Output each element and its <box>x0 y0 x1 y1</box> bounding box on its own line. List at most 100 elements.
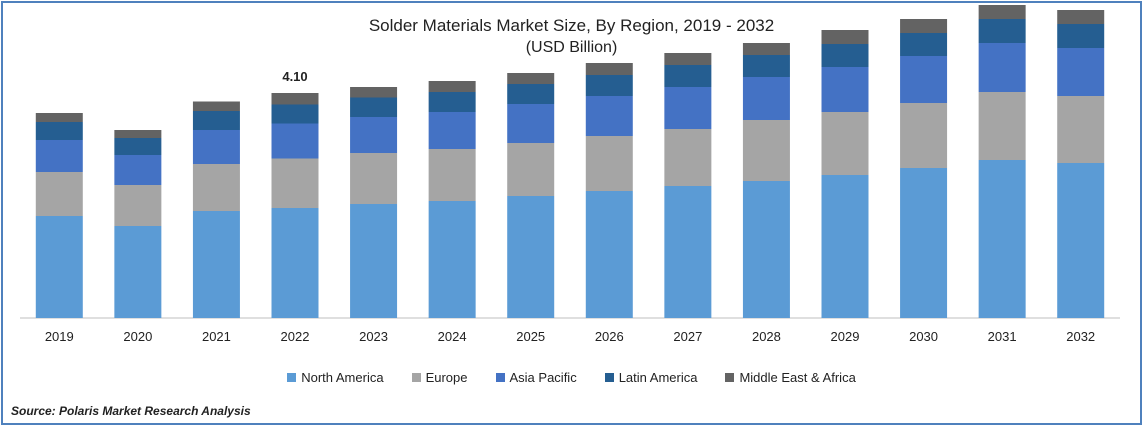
bar-segment <box>428 81 476 92</box>
bar-segment <box>664 65 712 87</box>
bar-segment <box>271 208 319 318</box>
bar-segment <box>114 226 162 318</box>
bar-segment <box>192 111 240 130</box>
bar-segment <box>978 43 1026 92</box>
chart-legend: North America Europe Asia Pacific Latin Ame… <box>3 370 1140 385</box>
x-tick-label: 2020 <box>123 329 152 344</box>
bar-segment <box>585 96 633 136</box>
bar-segment <box>1057 96 1105 163</box>
legend-label: Latin America <box>618 370 698 385</box>
bar-segment <box>900 33 948 56</box>
bar-segment <box>742 43 790 55</box>
bar-segment <box>900 19 948 33</box>
legend-label: North America <box>301 370 384 385</box>
bar-segment <box>585 63 633 75</box>
bar-segment <box>428 112 476 149</box>
bar-segment <box>114 185 162 226</box>
bar-segment <box>821 67 869 112</box>
bar-segment <box>192 101 240 111</box>
legend-item: Latin America <box>604 370 698 385</box>
bar-segment <box>271 123 319 159</box>
bar-segment <box>35 216 83 318</box>
bar-segment <box>350 153 398 204</box>
bar-segment <box>821 30 869 44</box>
x-tick-label: 2025 <box>516 329 545 344</box>
x-tick-label: 2031 <box>988 329 1017 344</box>
legend-label: Europe <box>425 370 468 385</box>
legend-swatch <box>604 373 614 382</box>
x-tick-label: 2029 <box>831 329 860 344</box>
legend-label: Asia Pacific <box>509 370 577 385</box>
legend-label: Middle East & Africa <box>739 370 856 385</box>
bar-segment <box>821 112 869 175</box>
source-note: Source: Polaris Market Research Analysis <box>11 404 251 418</box>
legend-swatch <box>411 373 421 382</box>
x-tick-label: 2024 <box>438 329 467 344</box>
bar-segment <box>350 204 398 318</box>
bar-segment <box>192 164 240 211</box>
bar-segment <box>350 117 398 153</box>
bar-segment <box>742 181 790 318</box>
bar-segment <box>664 129 712 186</box>
bar-segment <box>1057 163 1105 318</box>
bar-segment <box>271 93 319 105</box>
bar-segment <box>1057 24 1105 48</box>
bar-segment <box>821 175 869 318</box>
bar-segment <box>35 140 83 172</box>
x-tick-label: 2021 <box>202 329 231 344</box>
bar-segment <box>900 56 948 103</box>
data-label: 4.10 <box>282 69 307 84</box>
bar-segment <box>271 158 319 208</box>
bar-segment <box>1057 10 1105 24</box>
bar-segment <box>35 113 83 122</box>
bar-segment <box>192 211 240 318</box>
x-tick-label: 2027 <box>673 329 702 344</box>
bar-segment <box>507 73 555 84</box>
legend-swatch <box>287 373 297 382</box>
bar-segment <box>428 201 476 318</box>
bar-segment <box>585 136 633 191</box>
bar-segment <box>978 92 1026 160</box>
x-tick-label: 2030 <box>909 329 938 344</box>
legend-item: North America <box>287 370 384 385</box>
bar-segment <box>742 77 790 120</box>
bar-segment <box>114 130 162 138</box>
x-tick-label: 2026 <box>595 329 624 344</box>
bar-segment <box>900 103 948 168</box>
bar-segment <box>742 120 790 181</box>
x-tick-label: 2023 <box>359 329 388 344</box>
bar-segment <box>978 5 1026 19</box>
legend-item: Europe <box>411 370 468 385</box>
x-tick-label: 2032 <box>1066 329 1095 344</box>
legend-swatch <box>495 373 505 382</box>
bar-segment <box>507 196 555 318</box>
chart-title: Solder Materials Market Size, By Region,… <box>368 16 775 35</box>
bar-segment <box>900 168 948 318</box>
bar-segment <box>350 97 398 117</box>
bar-segment <box>978 160 1026 318</box>
bar-segment <box>978 19 1026 43</box>
bar-segment <box>428 149 476 201</box>
chart-plot: 2019 2020 2021 2022 4.10 2023 2024 2025 2026 2027… <box>20 5 1120 344</box>
bar-segment <box>350 87 398 98</box>
chart-subtitle: (USD Billion) <box>525 39 618 56</box>
bar-segment <box>507 84 555 104</box>
legend-swatch <box>725 373 735 382</box>
bar-segment <box>35 172 83 216</box>
bar-segment <box>664 53 712 65</box>
bar-segment <box>1057 48 1105 96</box>
bar-segment <box>585 191 633 318</box>
legend-item: Asia Pacific <box>495 370 577 385</box>
legend-item: Middle East & Africa <box>725 370 856 385</box>
bar-segment <box>742 55 790 77</box>
bar-segment <box>114 138 162 155</box>
bar-segment <box>507 143 555 196</box>
bar-segment <box>821 44 869 67</box>
bar-segment <box>428 92 476 112</box>
bar-segment <box>192 130 240 164</box>
bar-segment <box>35 122 83 140</box>
bar-segment <box>271 104 319 124</box>
bar-segment <box>114 155 162 185</box>
bar-segment <box>664 186 712 318</box>
